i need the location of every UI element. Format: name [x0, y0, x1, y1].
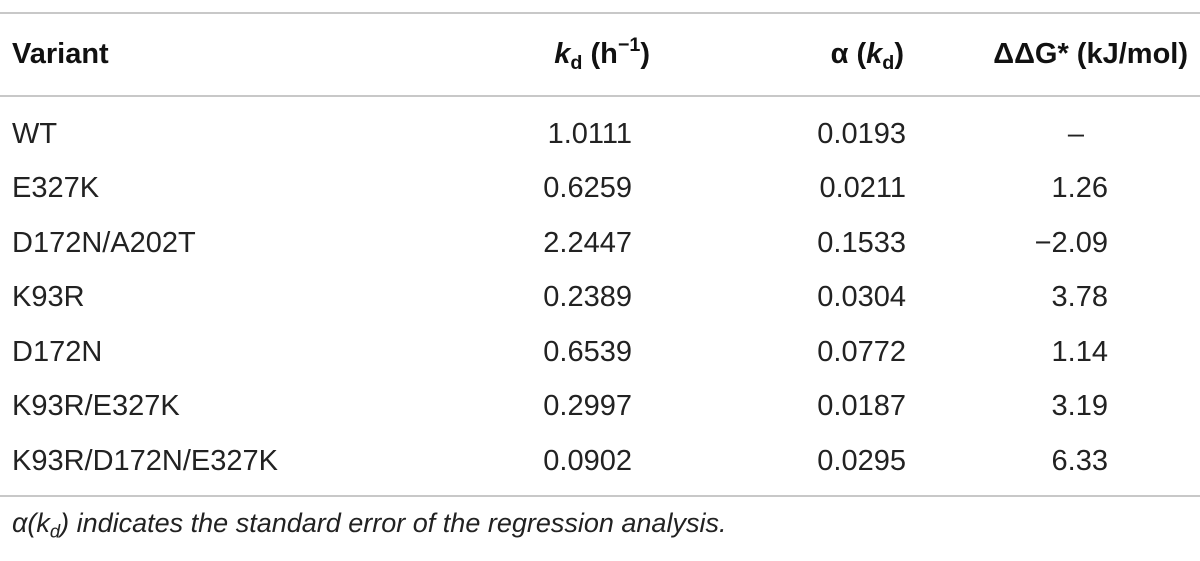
header-kd: kd (h−1) — [412, 13, 684, 96]
cell-variant: K93R/E327K — [12, 390, 180, 423]
cell-alpha: 0.0295 — [817, 444, 906, 477]
header-alpha-symbol: k — [866, 38, 883, 70]
cell-variant: K93R/D172N/E327K — [12, 444, 278, 477]
cell-ddg: 1.14 — [1051, 335, 1108, 368]
cell-alpha: 0.1533 — [817, 226, 906, 259]
cell-ddg: – — [1067, 117, 1084, 150]
table-body: WT 1.0111 0.0193 – E327K 0.6259 0.0211 1… — [0, 96, 1200, 496]
footnote-text: ) indicates the standard error of the re… — [60, 508, 727, 538]
cell-ddg: 6.33 — [1051, 444, 1108, 477]
table-footnote: α(kd) indicates the standard error of th… — [12, 508, 727, 542]
header-alpha-prefix: α ( — [830, 38, 867, 70]
header-row: Variant kd (h−1) α (kd) ΔΔG* (kJ/mol) — [0, 13, 1200, 96]
table-row: D172N 0.6539 0.0772 1.14 — [0, 325, 1200, 380]
header-ddg: ΔΔG* (kJ/mol) — [993, 38, 1188, 70]
cell-ddg: 1.26 — [1051, 172, 1108, 205]
table-row: E327K 0.6259 0.0211 1.26 — [0, 162, 1200, 217]
cell-alpha: 0.0187 — [817, 390, 906, 423]
table-row: K93R 0.2389 0.0304 3.78 — [0, 271, 1200, 326]
cell-variant: WT — [12, 117, 58, 150]
header-kd-superscript: −1 — [617, 34, 641, 57]
cell-variant: K93R — [12, 281, 85, 314]
table-row: WT 1.0111 0.0193 – — [0, 96, 1200, 162]
table-row: K93R/D172N/E327K 0.0902 0.0295 6.33 — [0, 434, 1200, 496]
footnote-subscript: d — [49, 520, 61, 542]
cell-ddg: −2.09 — [1034, 226, 1108, 259]
header-alpha-subscript: d — [882, 51, 895, 74]
table-header: Variant kd (h−1) α (kd) ΔΔG* (kJ/mol) — [0, 13, 1200, 96]
header-kd-unit-open: (h — [582, 38, 618, 70]
cell-alpha: 0.0193 — [817, 117, 906, 150]
header-alpha: α (kd) — [684, 13, 950, 96]
cell-alpha: 0.0772 — [817, 335, 906, 368]
kinetics-table: Variant kd (h−1) α (kd) ΔΔG* (kJ/mol) WT… — [0, 12, 1200, 497]
cell-kd: 0.0902 — [543, 444, 632, 477]
cell-kd: 0.2389 — [543, 281, 632, 314]
table-row: D172N/A202T 2.2447 0.1533 −2.09 — [0, 216, 1200, 271]
header-alpha-close: ) — [894, 38, 904, 70]
cell-variant: D172N — [12, 335, 103, 368]
cell-kd: 1.0111 — [547, 117, 632, 150]
cell-variant: E327K — [12, 172, 100, 205]
header-kd-subscript: d — [570, 51, 583, 74]
header-kd-unit-close: ) — [640, 38, 650, 70]
cell-alpha: 0.0211 — [819, 172, 906, 205]
cell-ddg: 3.19 — [1051, 390, 1108, 423]
cell-ddg: 3.78 — [1051, 281, 1108, 314]
cell-kd: 0.2997 — [543, 390, 632, 423]
footnote-prefix: α(k — [12, 508, 50, 538]
cell-variant: D172N/A202T — [12, 226, 196, 259]
cell-kd: 2.2447 — [543, 226, 632, 259]
header-kd-symbol: k — [554, 38, 571, 70]
header-variant: Variant — [12, 38, 109, 70]
table-row: K93R/E327K 0.2997 0.0187 3.19 — [0, 380, 1200, 435]
cell-kd: 0.6539 — [543, 335, 632, 368]
cell-alpha: 0.0304 — [817, 281, 906, 314]
cell-kd: 0.6259 — [543, 172, 632, 205]
